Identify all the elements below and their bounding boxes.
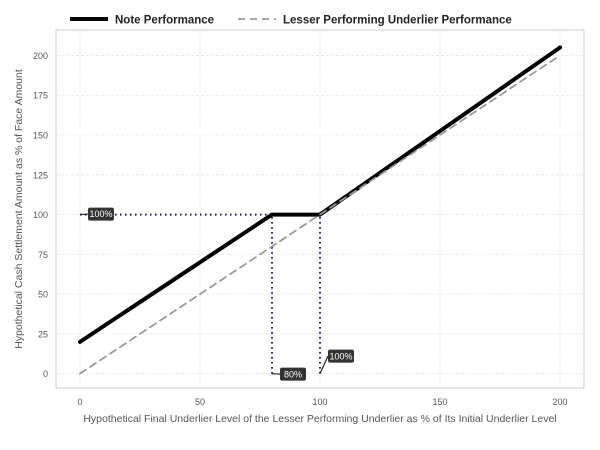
x-tick-label: 50 — [195, 397, 205, 407]
callout-label: 100% — [89, 209, 112, 219]
x-axis-title: Hypothetical Final Underlier Level of th… — [83, 413, 556, 425]
y-tick-label: 50 — [38, 290, 48, 300]
x-tick-label: 100 — [312, 397, 327, 407]
x-tick-label: 200 — [552, 397, 567, 407]
y-tick-label: 25 — [38, 329, 48, 339]
callout-label: 100% — [329, 351, 352, 361]
y-axis-title: Hypothetical Cash Settlement Amount as %… — [13, 69, 25, 349]
y-tick-label: 200 — [33, 51, 48, 61]
legend-label: Lesser Performing Underlier Performance — [283, 15, 512, 27]
callout-leader — [79, 213, 89, 216]
legend-label: Note Performance — [115, 15, 214, 27]
y-tick-label: 100 — [33, 210, 48, 220]
underlier-performance-line — [79, 54, 561, 375]
y-tick-label: 175 — [33, 91, 48, 101]
y-tick-label: 0 — [43, 369, 48, 379]
x-tick-label: 150 — [432, 397, 447, 407]
callout-leader — [271, 373, 281, 375]
callout-box — [328, 349, 354, 363]
note-performance-line — [78, 45, 562, 344]
y-tick-label: 150 — [33, 131, 48, 141]
x-tick-label: 0 — [77, 397, 82, 407]
callout-box — [280, 367, 306, 381]
y-tick-label: 75 — [38, 250, 48, 260]
y-tick-label: 125 — [33, 170, 48, 180]
callout-box — [88, 207, 114, 221]
callout-label: 80% — [284, 369, 302, 379]
callout-leader — [319, 355, 329, 374]
